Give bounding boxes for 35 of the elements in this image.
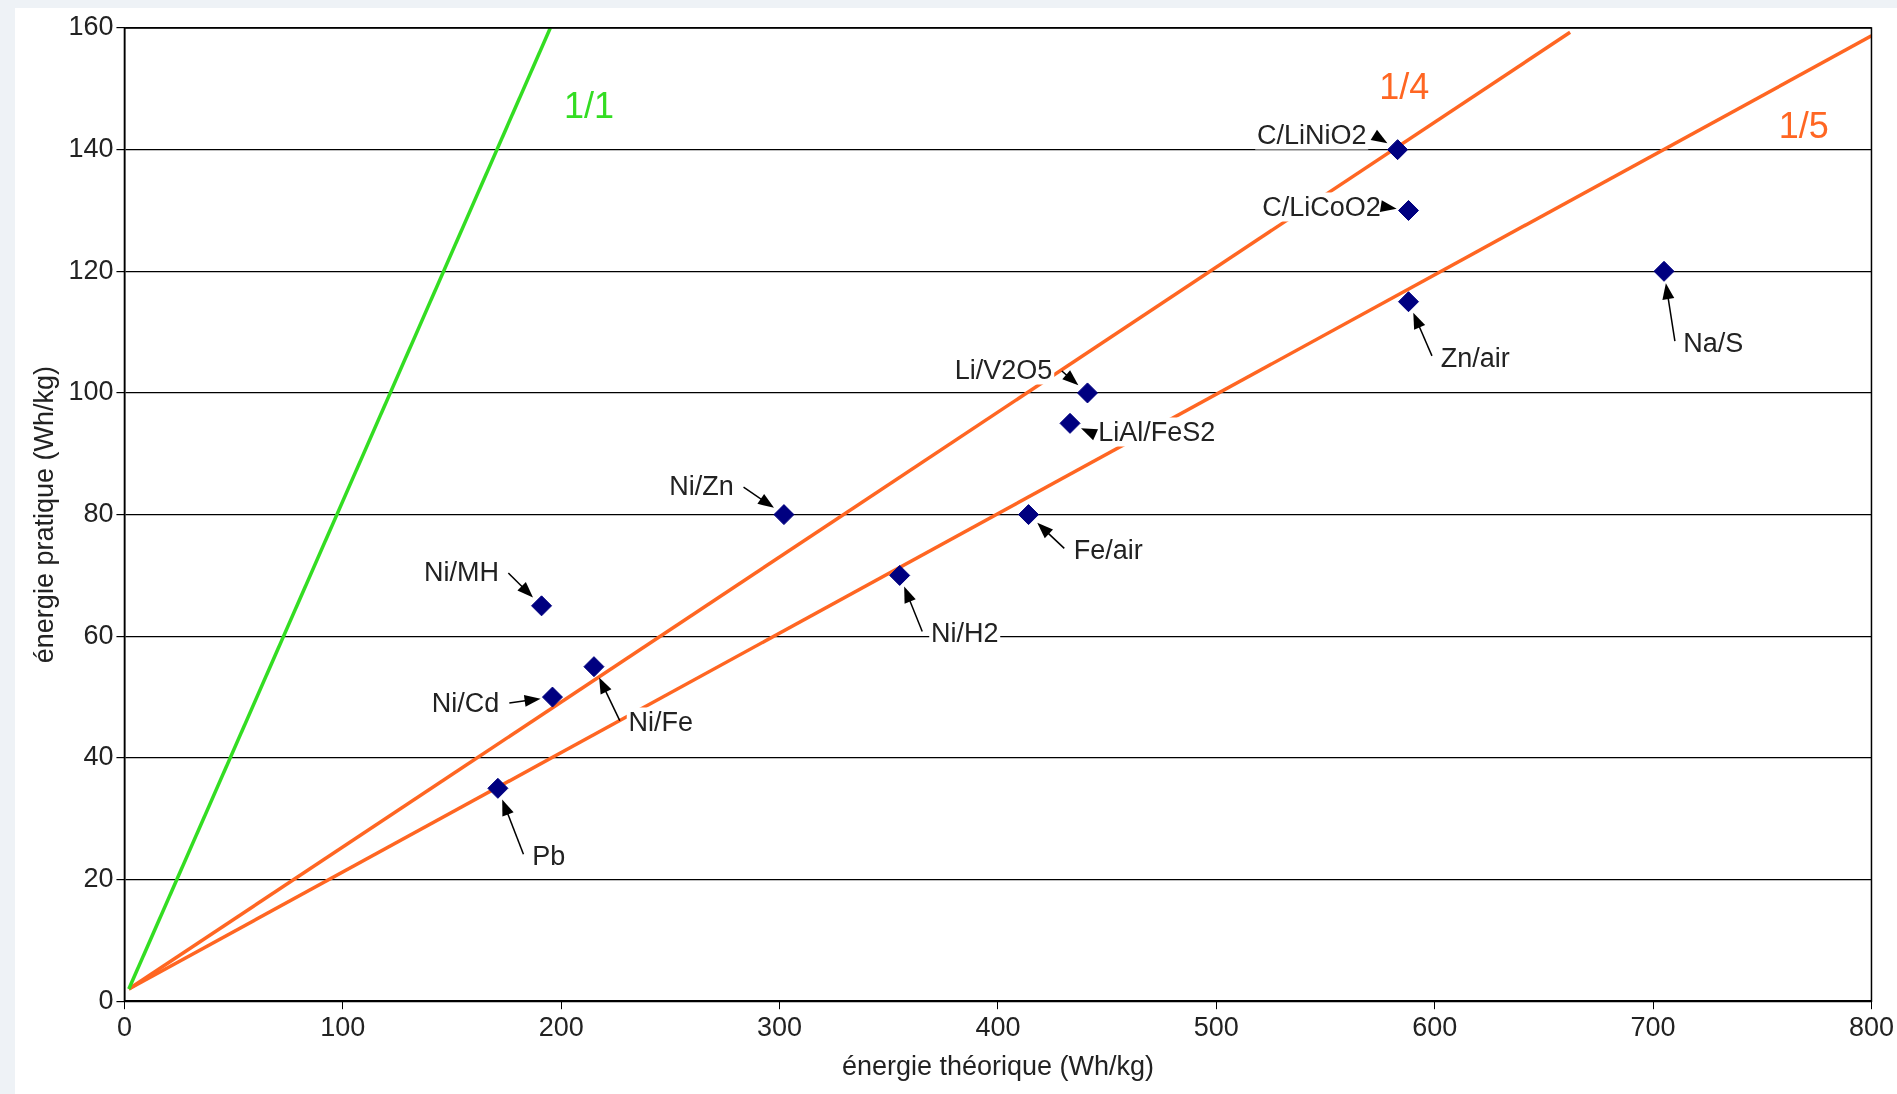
annotation: C/LiCoO2 [1260,191,1383,222]
y-axis-title: énergie pratique (Wh/kg) [28,366,59,664]
x-tick-label: 400 [975,1011,1021,1042]
series-label: 1/5 [1778,104,1829,146]
annotation: Ni/Zn [667,470,736,501]
x-tick-label: 300 [757,1011,803,1042]
y-tick-label: 100 [68,376,114,407]
y-tick-label: 60 [83,619,114,650]
x-tick-label: 700 [1630,1011,1676,1042]
annotation: Pb [530,840,568,871]
y-tick-label: 140 [68,133,114,164]
x-axis-title: énergie théorique (Wh/kg) [841,1051,1155,1082]
annotation: Ni/Fe [626,706,696,737]
series-label: 1/1 [563,84,615,126]
x-tick-label: 500 [1193,1011,1239,1042]
annotation: Zn/air [1438,342,1512,373]
y-tick-label: 120 [68,254,114,285]
annotation: Ni/MH [421,556,501,587]
x-tick-label: 800 [1848,1011,1895,1042]
x-tick-label: 100 [320,1011,366,1042]
y-tick-label: 0 [98,984,114,1015]
x-tick-label: 200 [538,1011,584,1042]
annotation: C/LiNiO2 [1254,119,1369,150]
y-tick-label: 40 [83,741,114,772]
annotation: Fe/air [1071,534,1145,565]
y-tick-label: 160 [68,11,114,42]
annotation: Ni/Cd [429,687,502,718]
x-tick-label: 600 [1412,1011,1458,1042]
annotation: Li/V2O5 [952,354,1055,385]
y-tick-label: 80 [83,498,114,529]
annotation: LiAl/FeS2 [1096,416,1218,447]
series-label: 1/4 [1379,66,1430,108]
annotation: Ni/H2 [928,617,1001,648]
y-tick-label: 20 [83,863,114,893]
annotation: Na/S [1681,327,1746,358]
